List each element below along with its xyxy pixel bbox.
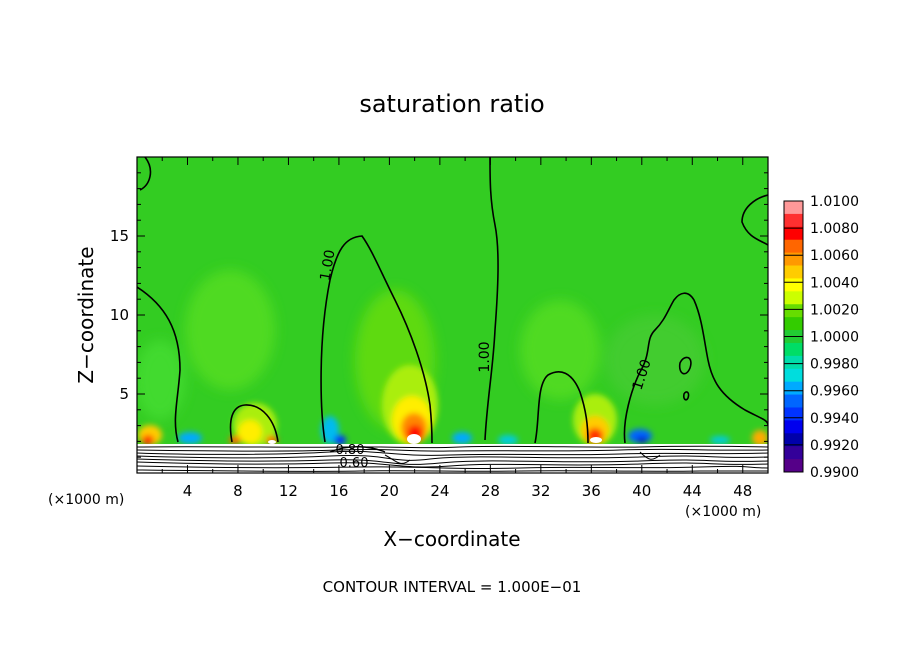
- lower-layer: [137, 444, 768, 473]
- x-tick-label: 4: [183, 482, 193, 500]
- colorbar-swatch: [784, 407, 803, 421]
- colorbar-swatch: [784, 291, 803, 305]
- colorbar-swatch: [784, 355, 803, 370]
- colorbar-swatch: [784, 252, 803, 267]
- colorbar-label: 1.0100: [810, 194, 859, 210]
- saturated-cores: [268, 434, 602, 444]
- x-tick-label: 48: [733, 482, 752, 500]
- colorbar-swatch: [784, 342, 803, 357]
- colorbar-swatch: [784, 278, 803, 292]
- x-unit-label: (×1000 m): [685, 504, 761, 520]
- x-tick-label: 20: [380, 482, 399, 500]
- contour-label: 0.80: [336, 443, 365, 458]
- colorbar-label: 0.9940: [810, 411, 859, 427]
- contour-interval-note: CONTOUR INTERVAL = 1.000E−01: [323, 578, 582, 596]
- x-tick-label: 28: [481, 482, 500, 500]
- colorbar-swatch: [784, 420, 803, 434]
- z-tick-label: 15: [110, 227, 129, 245]
- colorbar-swatch: [784, 265, 803, 279]
- colorbar-swatch: [784, 368, 803, 383]
- colorbar-label: 1.0000: [810, 330, 859, 346]
- plot-area: [137, 157, 768, 473]
- colorbar-swatch: [784, 317, 803, 331]
- colorbar-label: 0.9900: [810, 465, 859, 481]
- colorbar-label: 1.0040: [810, 275, 859, 291]
- colorbar-swatch: [784, 213, 803, 228]
- x-tick-label: 24: [430, 482, 449, 500]
- colorbar-swatch: [784, 433, 803, 447]
- z-tick-label: 5: [119, 385, 129, 403]
- x-tick-label: 32: [531, 482, 550, 500]
- contour-label-group: 1.00 1.00 1.00 0.80 0.60: [317, 249, 654, 471]
- x-axis: 4 8 12 16 20 24 28 32 36 40 44 48: [161, 157, 752, 500]
- z-tick-label: 10: [110, 306, 129, 324]
- colorbar-swatch: [784, 201, 803, 215]
- x-axis-label: X−coordinate: [383, 527, 520, 551]
- contour-label: 1.00: [317, 249, 338, 282]
- z-unit-label: (×1000 m): [48, 492, 124, 508]
- x-tick-label: 36: [582, 482, 601, 500]
- colorbar-label: 0.9960: [810, 384, 859, 400]
- colorbar-label: 0.9980: [810, 357, 859, 373]
- x-tick-label: 40: [632, 482, 651, 500]
- z-axis: 5 10 15: [110, 172, 768, 458]
- colorbar-swatch: [784, 459, 803, 473]
- colorbar-swatch: [784, 446, 803, 460]
- x-tick-label: 8: [233, 482, 243, 500]
- colorbar-swatch: [784, 304, 803, 318]
- contour-label: 0.60: [340, 456, 369, 471]
- x-tick-label: 12: [279, 482, 298, 500]
- colorbar-label: 1.0020: [810, 302, 859, 318]
- contour-lines: [137, 157, 768, 444]
- colorbar: 1.0100 1.0080 1.0060 1.0040 1.0020 1.0000 0.99…: [783, 194, 859, 481]
- colorbar-swatch: [784, 394, 803, 408]
- chart-title: saturation ratio: [359, 90, 544, 118]
- x-tick-label: 16: [329, 482, 348, 500]
- x-tick-label: 44: [683, 482, 702, 500]
- colorbar-label: 1.0080: [810, 221, 859, 237]
- colorbar-swatch: [784, 381, 803, 396]
- colorbar-swatch: [784, 226, 803, 241]
- colorbar-label: 1.0060: [810, 248, 859, 264]
- colorbar-label: 0.9920: [810, 438, 859, 454]
- colorbar-swatch: [784, 239, 803, 254]
- contour-label: 1.00: [477, 341, 493, 372]
- y-axis-label: Z−coordinate: [74, 246, 98, 383]
